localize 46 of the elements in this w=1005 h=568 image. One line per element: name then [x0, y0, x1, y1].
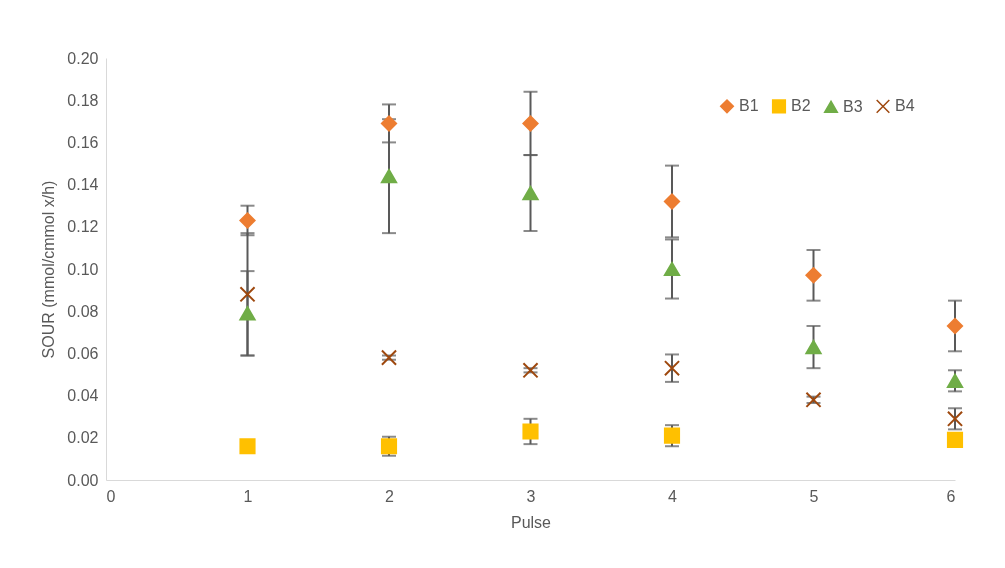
point [380, 115, 398, 132]
point [805, 339, 822, 355]
point [946, 410, 964, 427]
point [239, 212, 256, 229]
point [380, 169, 398, 184]
point [522, 362, 539, 379]
point [239, 286, 256, 303]
point [522, 423, 539, 440]
point [663, 427, 681, 444]
y-tick-label: 0.20 [67, 49, 99, 67]
point [239, 306, 256, 321]
legend-label: B1 [739, 97, 759, 115]
point [946, 317, 964, 335]
x-axis-title: Pulse [510, 513, 552, 531]
y-tick-label: 0.04 [67, 387, 99, 405]
point [946, 373, 964, 388]
x-tick-label: 4 [668, 487, 678, 505]
y-tick-label: 0.12 [67, 218, 99, 236]
y-tick-label: 0.06 [67, 344, 99, 362]
point [522, 115, 539, 132]
y-tick-label: 0.08 [67, 302, 99, 320]
legend-label: B3 [843, 97, 863, 115]
x-tick-label: 1 [243, 487, 253, 505]
point [805, 391, 822, 408]
y-tick-label: 0.00 [67, 471, 99, 489]
point [663, 360, 681, 377]
legend-label: B2 [791, 97, 811, 115]
y-tick-label: 0.14 [67, 176, 99, 194]
y-tick-label: 0.18 [67, 91, 99, 109]
point [805, 267, 822, 284]
y-axis-title: SOUR (mmol/cmmol x/h) [40, 180, 58, 359]
legend-label: B4 [895, 97, 915, 115]
x-tick-label: 2 [385, 487, 395, 505]
x-tick-label: 5 [809, 487, 819, 505]
x-tick-label: 3 [526, 487, 536, 505]
point [663, 261, 681, 277]
x-tick-label: 6 [946, 487, 956, 505]
point [946, 431, 964, 448]
y-tick-label: 0.10 [67, 260, 99, 278]
point [522, 185, 539, 201]
y-tick-label: 0.02 [67, 429, 99, 447]
point [239, 438, 256, 455]
point [380, 349, 398, 366]
x-tick-label: 0 [106, 487, 116, 505]
point [663, 193, 681, 210]
y-tick-label: 0.16 [67, 133, 99, 151]
